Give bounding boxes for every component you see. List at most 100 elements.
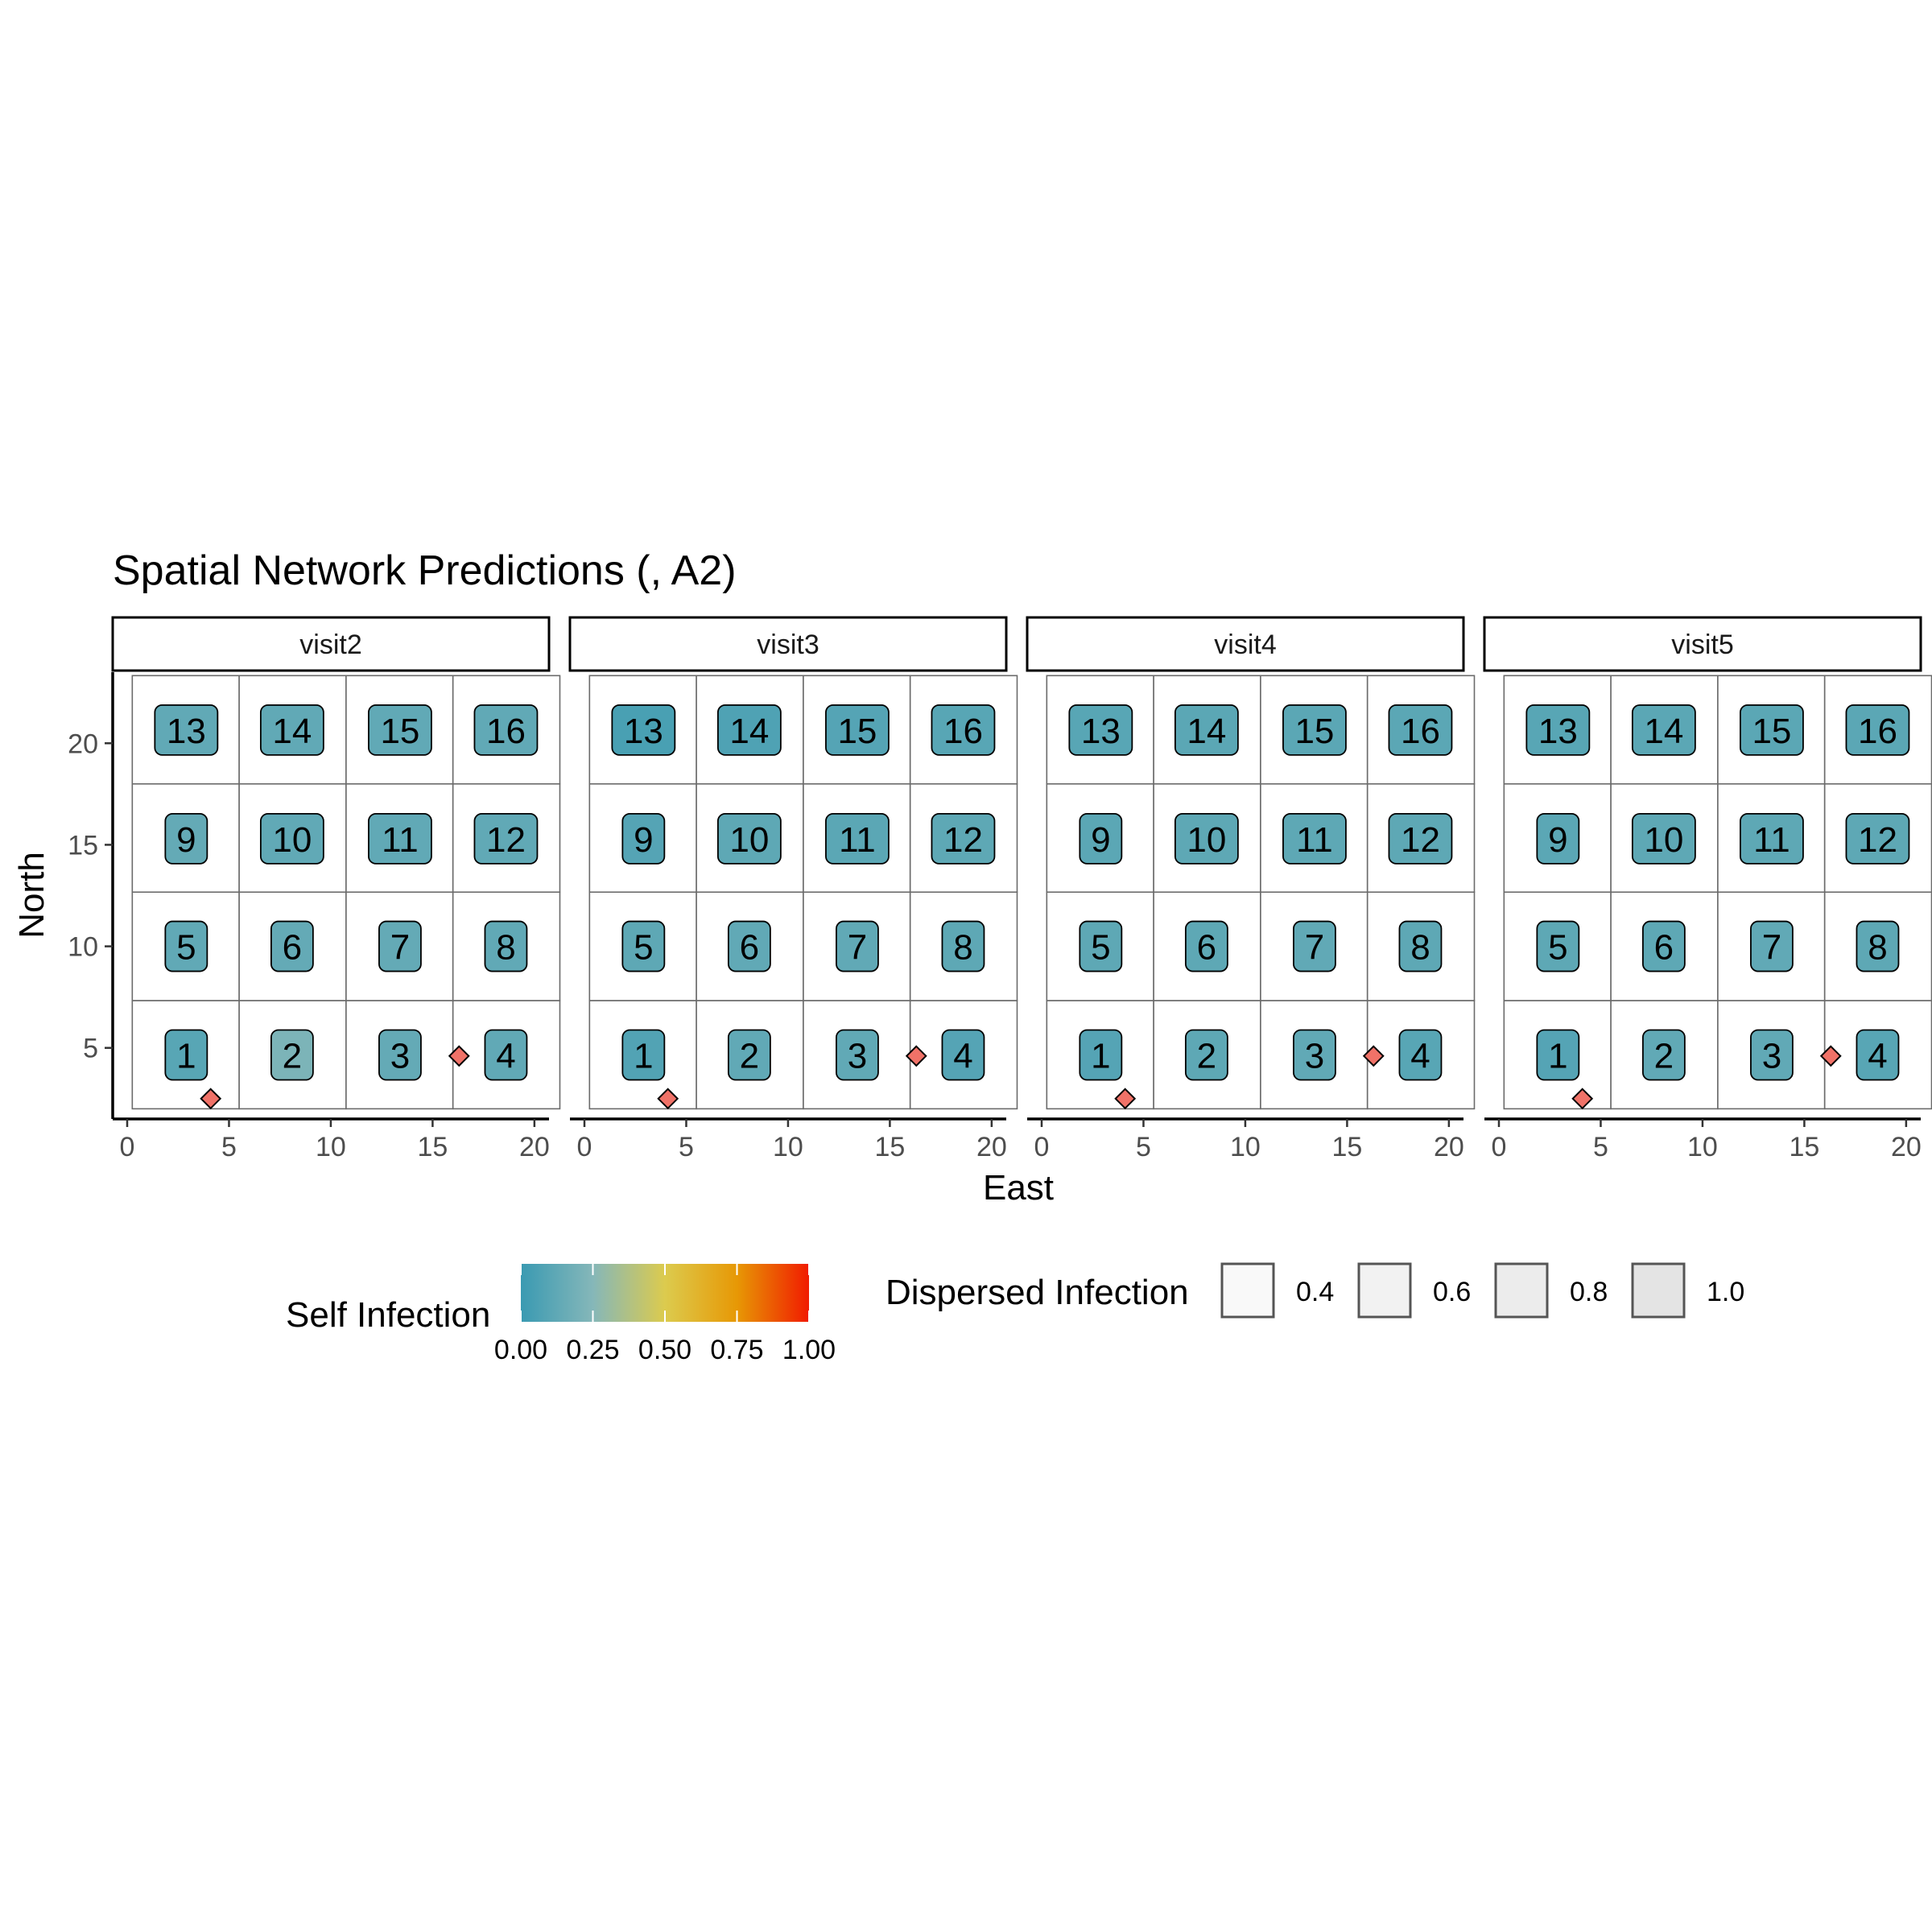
node-box [1174,704,1239,756]
node-box [378,1029,422,1081]
node-6: 6 [1184,920,1228,972]
node-label: 5 [1548,928,1567,968]
node-box [1079,920,1123,972]
node-4: 4 [1856,1029,1900,1081]
node-box [1398,920,1443,972]
node-label: 16 [486,712,526,751]
node-label: 3 [1305,1037,1324,1076]
node-label: 5 [1091,928,1110,968]
node-box [621,920,666,972]
y-tick-label: 15 [68,830,98,861]
x-tick-label: 20 [1434,1132,1464,1162]
y-tick-label: 20 [68,729,98,759]
node-box [164,920,208,972]
node-label: 5 [634,928,653,968]
color-bar-label: 1.00 [782,1335,836,1365]
node-label: 11 [839,820,876,860]
node-8: 8 [1398,920,1443,972]
node-box [1282,704,1347,756]
node-box [473,812,539,865]
node-10: 10 [1174,812,1239,865]
node-label: 15 [837,712,877,751]
node-11: 11 [825,812,890,865]
x-tick-label: 5 [1136,1132,1151,1162]
node-9: 9 [1079,812,1123,865]
x-tick-label: 15 [1789,1132,1819,1162]
node-label: 6 [1654,928,1674,968]
node-box [1079,1029,1123,1081]
x-tick-label: 15 [874,1132,905,1162]
node-12: 12 [1845,812,1910,865]
node-9: 9 [164,812,208,865]
node-label: 15 [380,712,419,751]
node-7: 7 [836,920,879,972]
facet-label: visit4 [1214,630,1276,660]
source-point [905,1045,927,1067]
node-1: 1 [164,1029,208,1081]
node-box [716,812,782,865]
node-box [621,1029,666,1081]
node-box [1750,1029,1794,1081]
node-box [1388,704,1453,756]
grid-cell [131,675,240,785]
source-point [1114,1088,1137,1110]
node-box [1631,812,1696,865]
node-6: 6 [270,920,314,972]
node-box [484,1029,528,1081]
fill-legend-keys: 0.4 0.6 0.8 1.0 [1220,1262,1744,1319]
fill-legend-label: 0.4 [1296,1277,1334,1307]
node-label: 14 [729,712,769,751]
node-label: 3 [390,1037,410,1076]
node-label: 7 [390,928,410,968]
node-2: 2 [270,1029,314,1081]
node-label: 16 [1858,712,1897,751]
node-box [154,704,219,756]
node-4: 4 [1398,1029,1443,1081]
x-tick-label: 5 [221,1132,237,1162]
source-point [657,1088,679,1110]
node-label: 11 [1753,820,1790,860]
node-7: 7 [378,920,422,972]
node-label: 9 [634,820,653,860]
node-label: 8 [953,928,972,968]
node-box [164,1029,208,1081]
node-3: 3 [1293,1029,1336,1081]
node-label: 2 [1654,1037,1674,1076]
node-label: 7 [1762,928,1781,968]
x-tick-label: 0 [1034,1132,1050,1162]
color-bar-label: 0.75 [710,1335,763,1365]
node-13: 13 [611,704,676,756]
facet-label: visit5 [1671,630,1733,660]
node-label: 9 [1091,820,1110,860]
node-box [836,920,879,972]
x-tick-label: 20 [1891,1132,1922,1162]
node-box [1856,920,1900,972]
node-box [1293,1029,1336,1081]
node-5: 5 [1079,920,1123,972]
grid-cell [1153,675,1261,785]
node-box [1536,1029,1580,1081]
x-tick-label: 0 [120,1132,135,1162]
fill-legend-label: 1.0 [1707,1277,1744,1307]
node-box [1845,812,1910,865]
node-box [1293,920,1336,972]
node-label: 7 [848,928,867,968]
fill-legend-key [1494,1262,1549,1319]
facet-strip [111,616,551,672]
node-9: 9 [621,812,666,865]
facet-strip [1483,616,1922,672]
node-box [1740,704,1804,756]
node-box [1641,1029,1686,1081]
node-1: 1 [1079,1029,1123,1081]
node-label: 11 [382,820,419,860]
grid-cell [803,782,911,894]
node-1: 1 [1536,1029,1580,1081]
node-12: 12 [931,812,996,865]
node-label: 15 [1294,712,1334,751]
node-label: 6 [740,928,759,968]
facet-label: visit3 [757,630,819,660]
